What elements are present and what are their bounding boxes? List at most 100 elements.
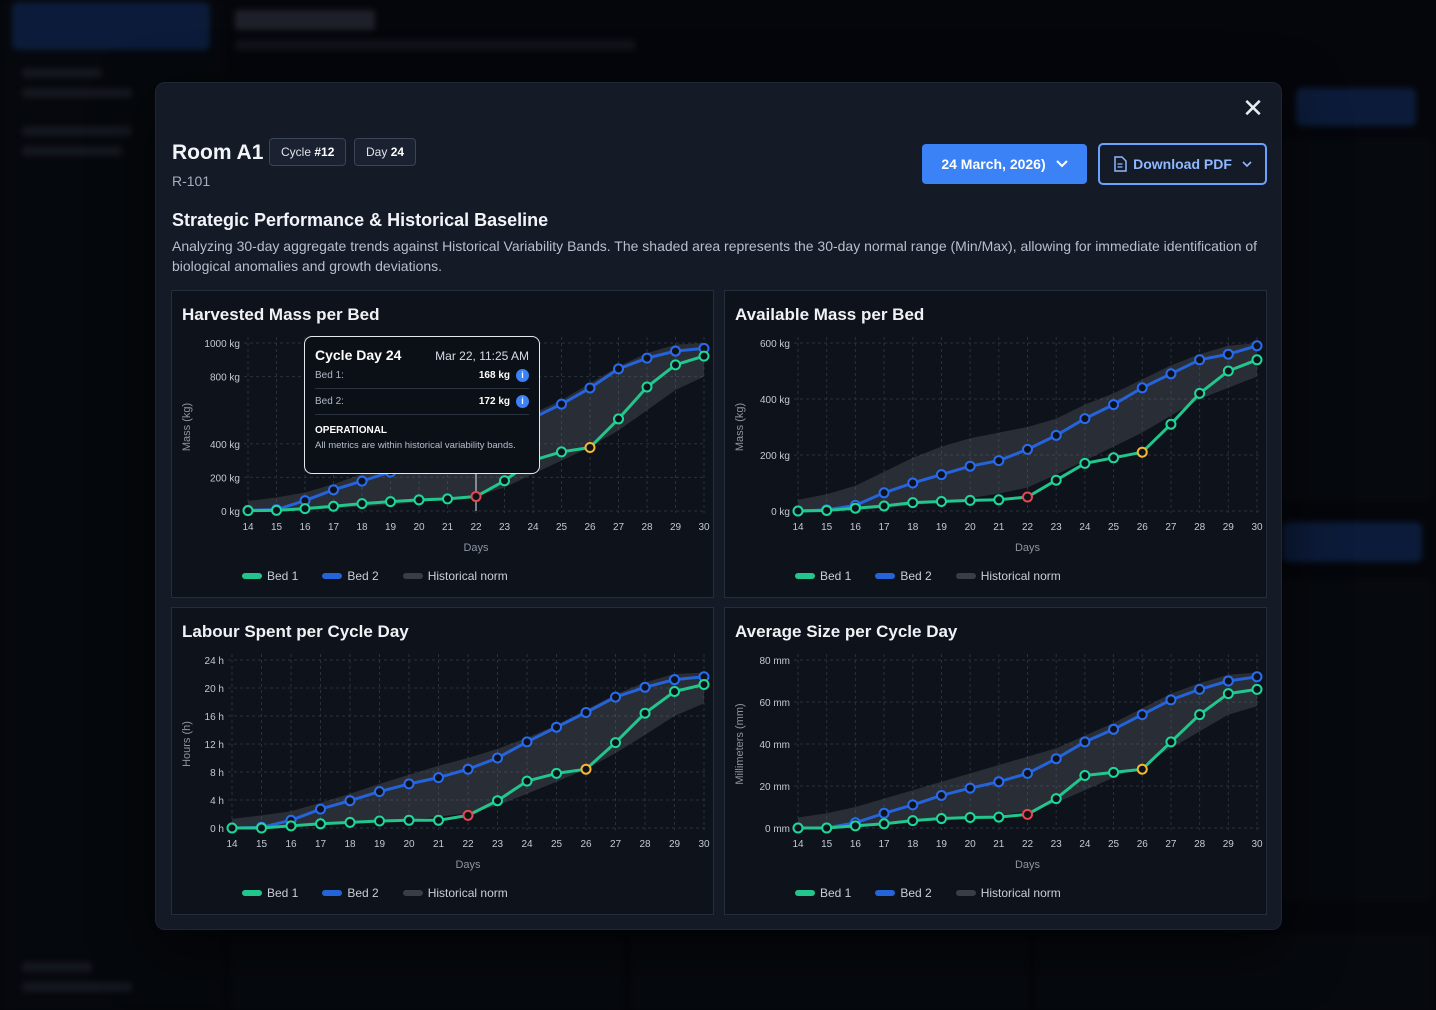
bed2-point[interactable] [1108,723,1120,735]
bed1-point[interactable] [499,475,510,487]
bed2-point[interactable] [1222,348,1234,360]
bed2-point[interactable] [1079,413,1091,425]
legend-item-norm[interactable]: Historical norm [402,886,508,900]
bed2-point[interactable] [1022,443,1033,455]
bed1-point[interactable] [580,763,592,775]
bed2-point[interactable] [669,674,680,686]
bed2-point[interactable] [328,484,339,496]
bed1-point[interactable] [964,494,976,506]
legend-item-bed1[interactable]: Bed 1 [795,886,851,900]
bed1-point[interactable] [328,500,339,512]
bed1-point[interactable] [1022,491,1033,503]
legend-item-bed1[interactable]: Bed 1 [242,569,298,583]
bed1-point[interactable] [821,504,833,516]
bed1-point[interactable] [792,505,804,517]
bed2-point[interactable] [1165,368,1177,380]
legend-item-norm[interactable]: Historical norm [402,569,508,583]
bed2-point[interactable] [580,707,592,718]
bed1-point[interactable] [849,820,861,832]
bed2-point[interactable] [670,345,681,357]
bed2-point[interactable] [584,382,596,394]
bed2-point[interactable] [462,763,474,775]
bed1-point[interactable] [1165,418,1177,430]
bed1-point[interactable] [1251,354,1263,366]
bed1-point[interactable] [470,491,482,503]
bed2-point[interactable] [1251,340,1263,352]
bed2-point[interactable] [1136,382,1148,394]
bed2-point[interactable] [964,782,976,794]
bed1-point[interactable] [226,822,238,834]
bed2-point[interactable] [1050,429,1062,441]
legend-item-bed2[interactable]: Bed 2 [322,886,379,900]
bed2-point[interactable] [556,398,567,410]
bed1-point[interactable] [878,818,890,830]
download-pdf-button[interactable]: Download PDF [1098,143,1267,185]
bed2-point[interactable] [935,469,947,481]
bed1-point[interactable] [1222,365,1234,377]
bed2-point[interactable] [1136,709,1148,721]
bed1-point[interactable] [993,494,1005,506]
bed1-point[interactable] [256,822,267,834]
bed2-point[interactable] [878,807,890,819]
bed2-point[interactable] [403,778,415,790]
chart-average-size[interactable]: 0 mm 20 mm 40 mm 60 mm 80 mm 14 15 16 17 18 19 20 21… [725,608,1268,916]
bed2-point[interactable] [1251,671,1263,683]
bed2-point[interactable] [1050,753,1062,765]
bed1-point[interactable] [669,686,680,697]
bed2-point[interactable] [315,803,326,815]
bed1-point[interactable] [1108,452,1120,464]
bed1-point[interactable] [964,812,976,823]
legend-item-bed1[interactable]: Bed 1 [795,569,851,583]
legend-item-norm[interactable]: Historical norm [955,886,1061,900]
bed1-point[interactable] [413,494,425,506]
info-icon[interactable]: i [516,395,529,408]
bed1-point[interactable] [442,493,453,505]
legend-item-bed2[interactable]: Bed 2 [875,886,932,900]
bed1-point[interactable] [821,822,833,834]
bed1-point[interactable] [433,814,444,826]
bed2-point[interactable] [1079,736,1091,748]
bed1-point[interactable] [1079,457,1091,469]
bed1-point[interactable] [641,381,653,393]
bed1-point[interactable] [639,707,651,719]
bed1-point[interactable] [403,814,415,826]
bed2-point[interactable] [964,460,976,472]
bed1-point[interactable] [792,822,804,834]
chart-available-mass[interactable]: 0 kg 200 kg 400 kg 600 kg 14 15 16 17 18 19 20 21 22… [725,291,1268,599]
bed2-point[interactable] [374,786,385,798]
bed1-point[interactable] [1251,683,1263,695]
bed1-point[interactable] [1108,766,1120,778]
bed1-point[interactable] [935,495,947,507]
bed1-point[interactable] [1165,736,1177,748]
bed2-point[interactable] [641,352,653,364]
bed1-point[interactable] [285,820,297,832]
bed1-point[interactable] [1136,763,1148,775]
bed1-point[interactable] [849,502,861,514]
bed1-point[interactable] [1050,474,1062,486]
bed1-point[interactable] [613,413,624,425]
bed1-point[interactable] [551,767,562,779]
bed1-point[interactable] [242,505,254,517]
bed1-point[interactable] [521,775,533,787]
bed2-point[interactable] [1194,683,1206,695]
bed1-point[interactable] [315,818,326,830]
bed2-point[interactable] [344,795,356,807]
bed1-point[interactable] [385,496,396,508]
bed2-point[interactable] [935,789,947,801]
bed1-point[interactable] [610,737,621,749]
bed1-point[interactable] [492,795,503,807]
bed2-point[interactable] [1108,399,1120,411]
bed2-point[interactable] [356,475,368,487]
close-icon[interactable]: ✕ [1242,93,1264,123]
bed2-point[interactable] [993,455,1005,467]
bed2-point[interactable] [551,721,562,733]
bed1-point[interactable] [462,809,474,821]
bed1-point[interactable] [1050,793,1062,805]
bed1-point[interactable] [670,359,681,371]
bed1-point[interactable] [993,811,1005,823]
bed2-point[interactable] [993,776,1005,788]
legend-item-bed1[interactable]: Bed 1 [242,886,298,900]
bed2-point[interactable] [1194,354,1206,366]
bed1-point[interactable] [299,503,311,515]
bed2-point[interactable] [1165,694,1177,706]
